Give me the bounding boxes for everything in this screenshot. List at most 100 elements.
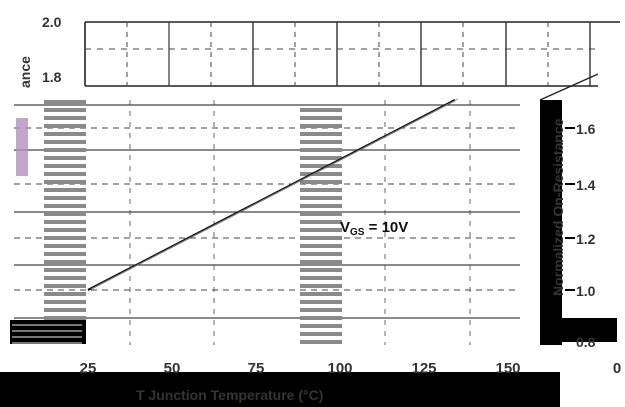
center-band-stripe xyxy=(300,204,342,208)
x-axis-title: T Junction Temperature (°C) xyxy=(136,387,323,403)
left-y-tick-label: 1.8 xyxy=(42,69,62,85)
right-y-tick-label: 1.0 xyxy=(576,283,596,299)
x-tick-label: 0 xyxy=(613,360,621,377)
y-axis-title-left: ance xyxy=(17,56,33,88)
left-color-fragment xyxy=(16,118,28,176)
left-margin xyxy=(0,12,14,372)
left-y-tick-label: 2.0 xyxy=(42,14,62,30)
left-band-stripe xyxy=(44,260,86,264)
left-band-stripe xyxy=(44,228,86,232)
center-band-stripe xyxy=(300,228,342,232)
left-band-stripe xyxy=(44,148,86,152)
left-band-stripe xyxy=(44,140,86,144)
center-band-stripe xyxy=(300,268,342,272)
left-band-stripe xyxy=(44,172,86,176)
center-band-stripe xyxy=(300,324,342,328)
left-band-stripe xyxy=(44,124,86,128)
center-band-stripe xyxy=(300,156,342,160)
right-panel-foot xyxy=(562,318,617,342)
center-band-stripe xyxy=(300,116,342,120)
right-edge-gap xyxy=(598,74,625,104)
left-band-stripe xyxy=(44,204,86,208)
left-band-stripe xyxy=(44,100,86,104)
tick-labels: 25 50 75 100 125 150 0 2.0 1.8 1.6 1.4 1.2 1.0 0.8 xyxy=(42,14,621,377)
center-band-stripe xyxy=(300,172,342,176)
left-band-stripe xyxy=(44,132,86,136)
left-band-stripe xyxy=(44,108,86,112)
center-band-stripe xyxy=(300,220,342,224)
left-band-stripe xyxy=(44,252,86,256)
left-band-stripe xyxy=(44,308,86,312)
left-band-stripe xyxy=(44,292,86,296)
right-y-tick-label: 0.8 xyxy=(576,334,596,350)
series-line xyxy=(87,99,456,291)
image-artifact-bands xyxy=(10,74,625,345)
left-band-stripe xyxy=(44,316,86,320)
series xyxy=(87,98,459,291)
left-band-stripe xyxy=(44,268,86,272)
center-band-stripe xyxy=(300,292,342,296)
left-band-stripe xyxy=(44,196,86,200)
x-tick-label: 75 xyxy=(248,360,265,377)
bottom-black-strip xyxy=(0,372,560,407)
annotation: VGS = 10V xyxy=(340,219,408,238)
center-band-stripe xyxy=(300,196,342,200)
annotation-main: V xyxy=(340,219,350,236)
x-tick-label: 125 xyxy=(411,360,436,377)
left-band-stripe xyxy=(44,188,86,192)
right-panel xyxy=(540,100,562,345)
left-band-stripe xyxy=(44,300,86,304)
center-band-stripe xyxy=(300,132,342,136)
center-band-stripe xyxy=(300,148,342,152)
left-band-stripe xyxy=(44,156,86,160)
top-strip xyxy=(0,0,625,12)
center-band-stripe xyxy=(300,340,342,344)
grid xyxy=(14,21,620,345)
x-tick-label: 100 xyxy=(327,360,352,377)
x-tick-label: 25 xyxy=(80,360,97,377)
center-band-stripe xyxy=(300,236,342,240)
left-band-stripe xyxy=(44,284,86,288)
left-band-stripe xyxy=(44,220,86,224)
y-axis-title: Normalized On-Resistance xyxy=(550,118,566,296)
annotation-sub: GS xyxy=(350,227,365,238)
left-band-stripe xyxy=(44,180,86,184)
center-band-stripe xyxy=(300,308,342,312)
left-band-stripe xyxy=(44,212,86,216)
annotation-rest: = 10V xyxy=(364,219,408,236)
left-band-stripe xyxy=(44,236,86,240)
x-tick-label: 150 xyxy=(495,360,520,377)
right-y-tick-label: 1.6 xyxy=(576,121,596,137)
left-band-stripe xyxy=(44,116,86,120)
right-y-tick-label: 1.2 xyxy=(576,231,596,247)
center-band-stripe xyxy=(300,180,342,184)
left-bottom-stripe xyxy=(12,342,82,344)
center-band-stripe xyxy=(300,260,342,264)
center-band-stripe xyxy=(300,300,342,304)
center-band-stripe xyxy=(300,124,342,128)
center-band-stripe xyxy=(300,212,342,216)
center-band-stripe xyxy=(300,188,342,192)
grid-diagonal xyxy=(539,73,599,101)
center-band-stripe xyxy=(300,108,342,112)
left-bottom-stripe xyxy=(12,336,82,338)
center-band-stripe xyxy=(300,284,342,288)
center-band-stripe xyxy=(300,244,342,248)
left-bottom-stripe xyxy=(12,324,82,326)
left-band-stripe xyxy=(44,244,86,248)
left-band-stripe xyxy=(44,276,86,280)
center-band-stripe xyxy=(300,164,342,168)
center-band-stripe xyxy=(300,252,342,256)
labels: VGS = 10V ance Normalized On-Resistance … xyxy=(17,56,566,403)
left-bottom-stripe xyxy=(12,330,82,332)
center-band-stripe xyxy=(300,276,342,280)
center-band-stripe xyxy=(300,140,342,144)
series-line-shadow xyxy=(90,98,459,290)
left-band-stripe xyxy=(44,164,86,168)
center-band-stripe xyxy=(300,316,342,320)
right-y-tick-label: 1.4 xyxy=(576,177,596,193)
x-tick-label: 50 xyxy=(164,360,181,377)
